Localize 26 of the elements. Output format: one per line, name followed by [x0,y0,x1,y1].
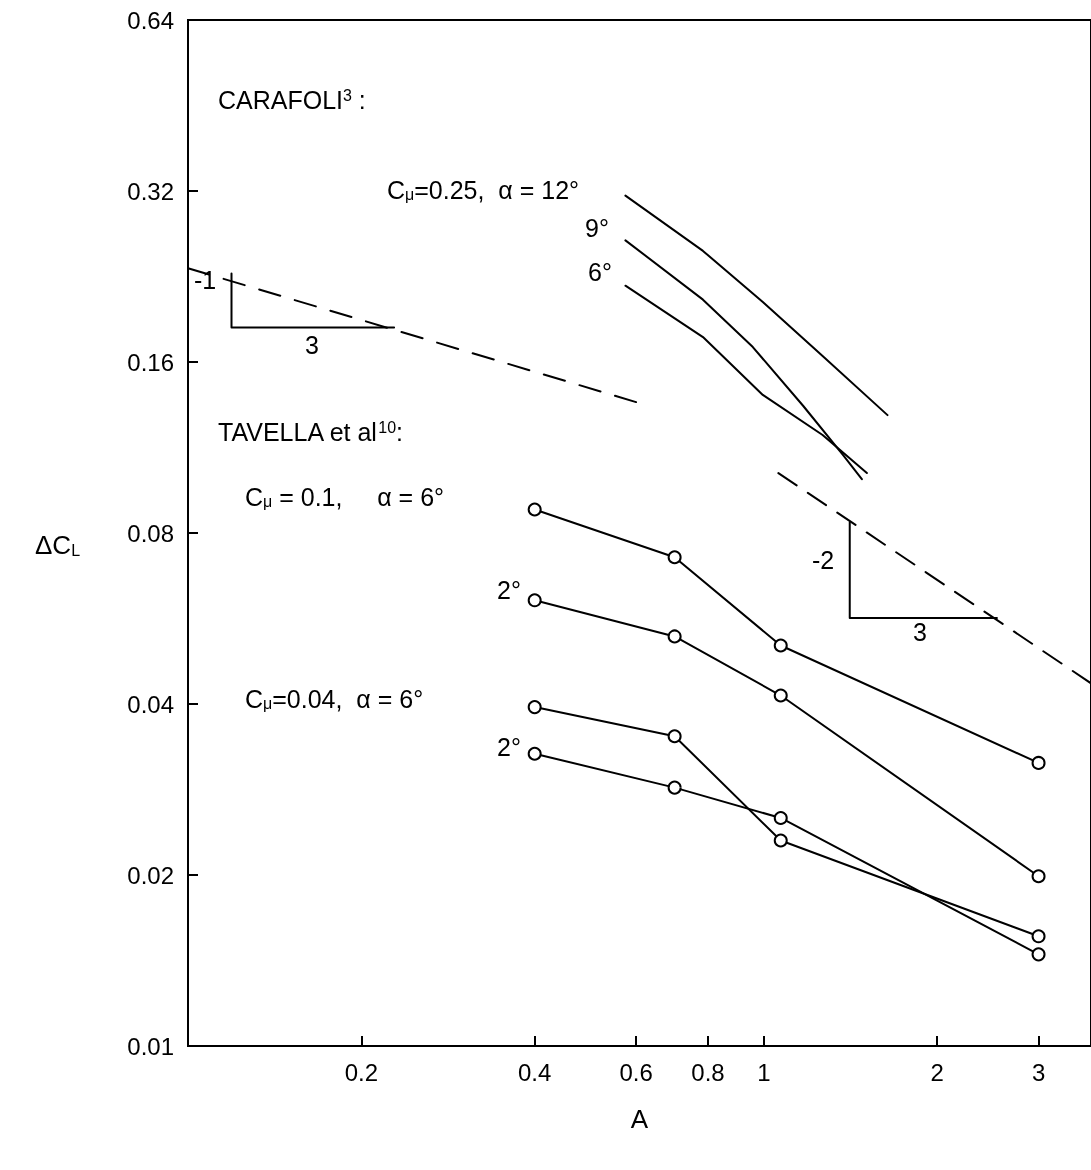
y-axis-title: ΔCL [35,530,81,560]
annotation: Cμ = 0.1, α = 6° [245,483,445,511]
annotation: 9° [585,214,609,242]
y-tick-label: 0.04 [127,690,174,718]
x-tick-label: 1 [757,1058,771,1086]
x-tick-label: 0.6 [619,1058,653,1086]
x-tick-label: 0.4 [517,1058,552,1086]
y-tick-label: 0.32 [127,177,174,205]
y-tick-label: 0.08 [127,519,174,547]
annotation: Cμ=0.04, α = 6° [245,685,424,713]
annotation: 3 [913,618,927,646]
annotation: Cμ=0.25, α = 12° [387,176,580,204]
annotation: 2° [497,733,521,761]
annotation: 3 [305,331,319,359]
x-tick-label: 0.8 [691,1058,725,1086]
x-tick-label: 3 [1031,1058,1046,1086]
x-tick-label: 0.2 [344,1058,379,1086]
annotation: 6° [588,258,612,286]
annotation: 2° [497,576,521,604]
y-tick-label: 0.64 [127,6,174,34]
x-axis-title: A [630,1104,649,1134]
y-tick-label: 0.02 [127,861,174,889]
annotation: -2 [812,546,835,574]
x-tick-label: 2 [930,1058,944,1086]
y-tick-label: 0.01 [127,1032,174,1060]
y-tick-label: 0.16 [127,348,174,376]
